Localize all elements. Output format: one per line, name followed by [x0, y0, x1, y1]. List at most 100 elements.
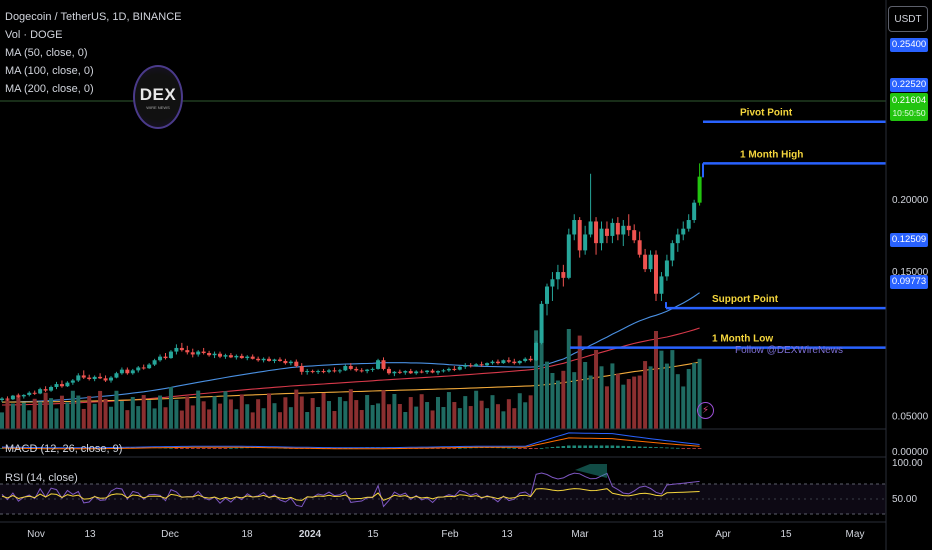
volume-bar [659, 350, 664, 429]
volume-bar [49, 398, 54, 429]
candle-body [54, 384, 59, 387]
volume-bar [457, 408, 462, 429]
macd-histogram-bar [594, 445, 598, 448]
volume-bar [158, 395, 163, 429]
macd-histogram-bar [626, 446, 631, 448]
candle-body [452, 368, 457, 370]
legend-volume[interactable]: Vol · DOGE [5, 29, 63, 41]
candle-body [523, 358, 528, 361]
volume-bar [485, 408, 490, 429]
candle-body [10, 395, 15, 400]
candle-body [27, 392, 32, 395]
candle-body [501, 360, 506, 364]
macd-histogram-bar [616, 445, 620, 448]
macd-histogram-bar [665, 447, 669, 449]
macd-histogram-bar [621, 445, 626, 448]
macd-axis-label: 0.00000 [892, 447, 929, 458]
x-tick-label: Nov [27, 529, 45, 540]
volume-bar [626, 379, 631, 429]
price-levels: Pivot Point 1 Month High Support Point 1 Mo… [570, 108, 886, 349]
macd-histogram-bar [697, 448, 702, 449]
rsi-pane: 100.00 50.00 [0, 458, 923, 515]
volume-bar [686, 369, 691, 429]
x-tick-label: 13 [501, 529, 513, 540]
volume-bar [561, 370, 566, 429]
volume-bar [517, 393, 522, 429]
macd-histogram-bar [201, 448, 206, 449]
volume-bar [566, 329, 571, 429]
candle-body [256, 358, 261, 361]
macd-histogram-bar [572, 445, 577, 448]
volume-bar [81, 408, 86, 429]
legend-ma200[interactable]: MA (200, close, 0) [5, 83, 94, 95]
candle-body [686, 220, 691, 229]
candle-body [261, 358, 266, 361]
candle-body [294, 361, 299, 367]
volume-bar [228, 399, 233, 429]
price-tag-support: 0.12509 [890, 233, 928, 247]
macd-histogram-bar [567, 445, 571, 448]
volume-bar [21, 402, 26, 429]
macd-histogram-bar [583, 445, 587, 448]
candle-body [239, 355, 244, 359]
candle-body [337, 370, 342, 372]
volume-bar [468, 406, 473, 429]
volume-bar [430, 410, 435, 429]
legend-ma50[interactable]: MA (50, close, 0) [5, 47, 88, 59]
x-tick-label: 15 [780, 529, 792, 540]
volume-bar [103, 398, 108, 429]
candle-body [316, 371, 321, 373]
volume-bar [109, 406, 113, 429]
candle-body [98, 376, 103, 379]
volume-bar [136, 406, 141, 429]
candle-body [147, 364, 152, 369]
candle-body [654, 254, 658, 294]
candle-body [0, 398, 4, 400]
candle-body [245, 356, 250, 359]
candle-body [528, 358, 533, 361]
macd-label[interactable]: MACD (12, 26, close, 9) [5, 443, 123, 455]
candle-body [103, 378, 108, 381]
volume-bar [376, 403, 381, 429]
volume-bar [250, 412, 255, 429]
candle-body [141, 367, 146, 369]
candle-body [506, 360, 511, 362]
volume-bar [588, 375, 593, 429]
candle-body [376, 360, 381, 369]
macd-histogram-bar [240, 447, 244, 449]
volume-bar [87, 395, 92, 429]
candle-body [474, 364, 479, 367]
candle-body [681, 228, 686, 235]
volume-bar [98, 390, 103, 429]
volume-bar [65, 402, 70, 429]
currency-button[interactable]: USDT [888, 6, 928, 32]
bolt-icon[interactable]: ⚡ [697, 402, 714, 419]
rsi-label[interactable]: RSI (14, close) [5, 472, 78, 484]
macd-histogram-bar [605, 445, 609, 448]
candle-body [463, 365, 468, 367]
volume-bar [125, 410, 130, 429]
macd-histogram-bar [670, 447, 675, 449]
macd-histogram-bar [196, 448, 200, 449]
candle-body [136, 367, 141, 371]
macd-histogram-bar [458, 447, 462, 449]
volume-bar [365, 395, 370, 429]
volume-bar [670, 350, 675, 429]
volume-bar [632, 376, 637, 429]
macd-histogram-bar [507, 447, 511, 449]
macd-histogram-bar [588, 445, 593, 448]
macd-histogram-bar [610, 445, 615, 448]
current-price-value: 0.21604 [891, 95, 927, 106]
macd-histogram-bar [180, 448, 184, 449]
macd-histogram-bar [218, 448, 222, 449]
volume-bar [201, 401, 206, 429]
legend-ma100[interactable]: MA (100, close, 0) [5, 65, 94, 77]
volume-bar [506, 399, 511, 429]
legend-title: Dogecoin / TetherUS, 1D, BINANCE [5, 11, 182, 23]
candle-body [485, 363, 490, 366]
macd-histogram-bar [512, 447, 517, 449]
candle-body [643, 254, 648, 270]
volume-bar [70, 390, 75, 429]
candle-body [87, 377, 92, 380]
